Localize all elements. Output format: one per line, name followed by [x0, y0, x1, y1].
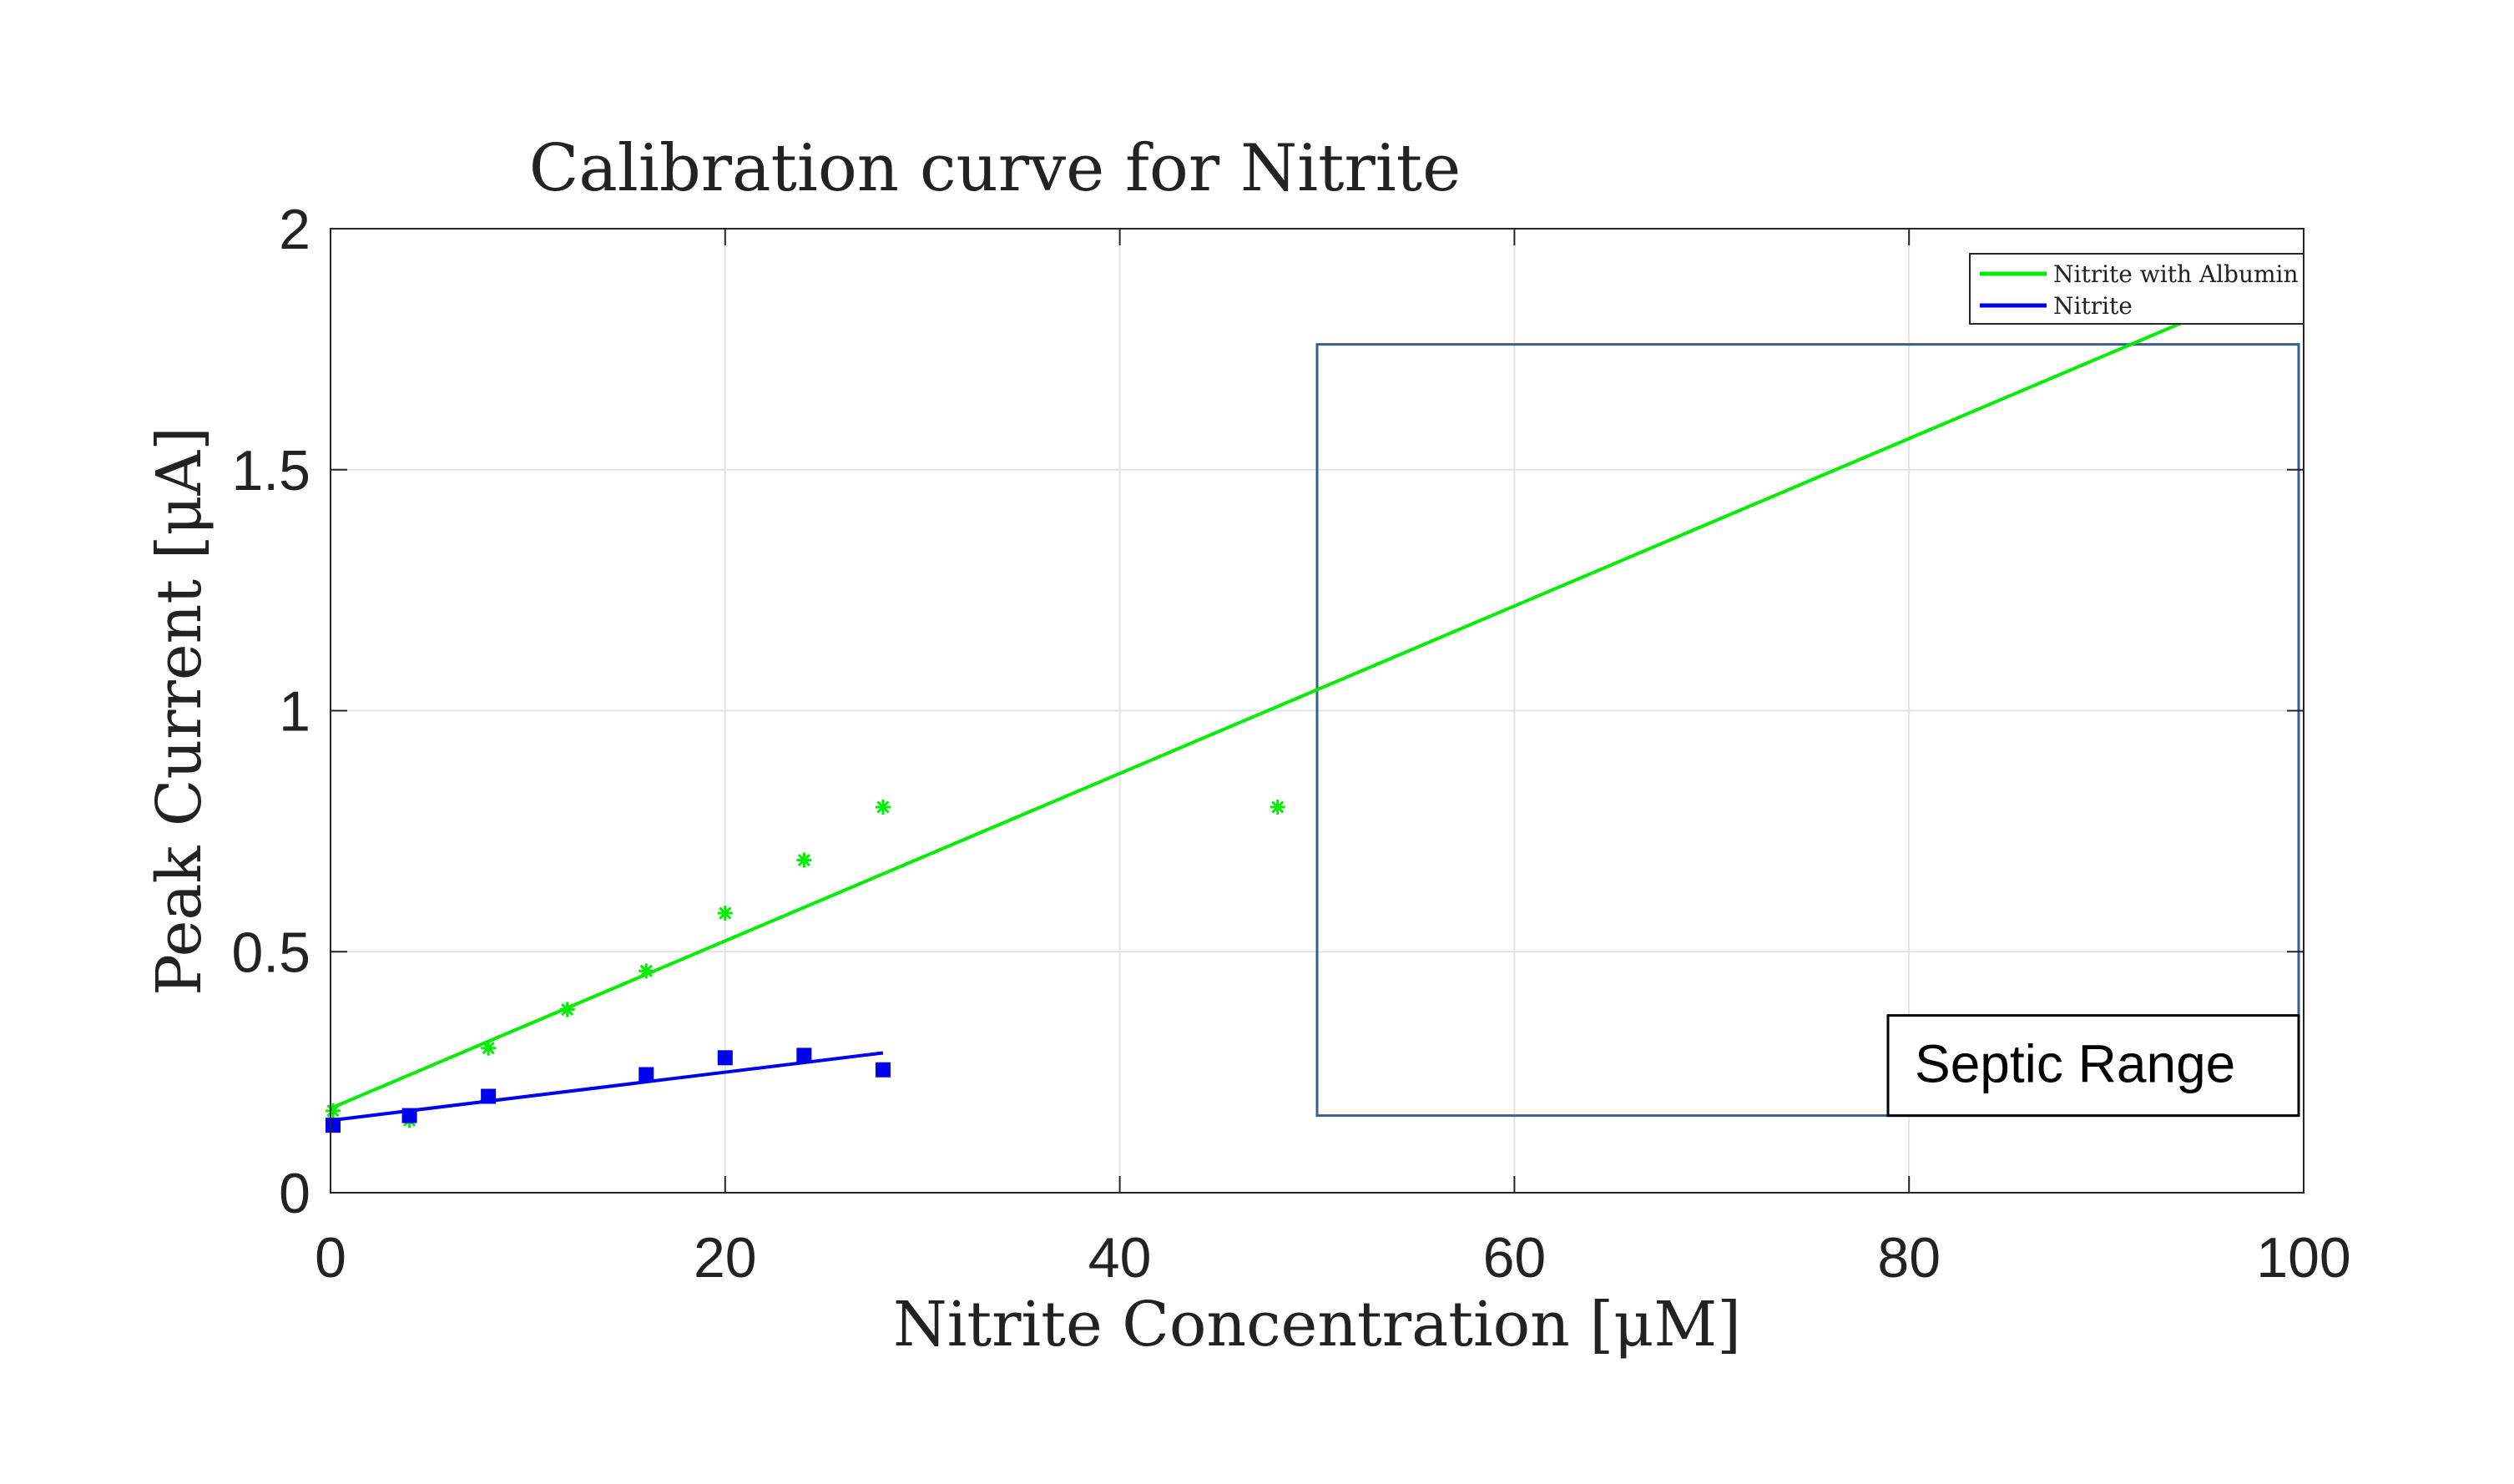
data-point-asterisk: [639, 963, 654, 979]
data-point-asterisk: [559, 1002, 575, 1017]
data-point-asterisk: [481, 1040, 497, 1056]
data-point-square: [481, 1088, 497, 1104]
y-tick-label: 1: [279, 680, 310, 744]
data-point-square: [796, 1047, 812, 1063]
data-point-square: [401, 1108, 417, 1123]
x-tick-label: 80: [1877, 1226, 1941, 1290]
data-point-asterisk: [717, 906, 733, 921]
legend: Nitrite with Albumin Nitrite: [1969, 253, 2304, 325]
data-point-asterisk: [326, 1103, 341, 1118]
y-tick-label: 1.5: [231, 439, 310, 502]
chart-title: Calibration curve for Nitrite: [529, 131, 1461, 206]
septic-range-label-box: [1886, 1014, 2300, 1118]
data-points: [326, 800, 1285, 1133]
x-tick-label: 40: [1088, 1226, 1152, 1290]
data-point-square: [639, 1067, 654, 1083]
y-tick-label: 0.5: [231, 921, 310, 984]
x-axis-tick-labels: 0 20 40 60 80 100: [315, 1226, 2351, 1290]
data-point-square: [326, 1118, 341, 1133]
y-axis-label: Peak Current [μA]: [144, 427, 215, 996]
septic-range-region: [1315, 343, 2300, 1118]
legend-box: [1969, 253, 2304, 325]
y-axis-tick-labels: 0 0.5 1 1.5 2: [231, 198, 310, 1225]
x-tick-label: 20: [694, 1226, 757, 1290]
data-point-asterisk: [1270, 800, 1285, 815]
legend-label: Nitrite with Albumin: [2053, 260, 2299, 288]
fit-line-series-1: [330, 269, 2304, 1110]
data-point-asterisk: [796, 852, 812, 868]
x-tick-label: 60: [1483, 1226, 1547, 1290]
data-point-asterisk: [875, 800, 891, 815]
x-tick-label: 100: [2256, 1226, 2350, 1290]
x-axis-label: Nitrite Concentration [μM]: [893, 1289, 1741, 1360]
axis-ticks: [330, 228, 2304, 1194]
fit-lines: [330, 269, 2304, 1123]
legend-label: Nitrite: [2053, 292, 2133, 320]
y-tick-label: 0: [279, 1162, 310, 1225]
data-point-square: [717, 1050, 733, 1066]
x-tick-label: 0: [315, 1226, 346, 1290]
annotation-region-layer: [1315, 343, 2300, 1118]
fit-line-series-2: [330, 1051, 884, 1123]
septic-range-label: Septic Range: [1915, 1034, 2235, 1094]
data-point-square: [875, 1062, 891, 1078]
annotation-labels: Septic Range: [1886, 1014, 2300, 1118]
y-tick-label: 2: [279, 198, 310, 261]
